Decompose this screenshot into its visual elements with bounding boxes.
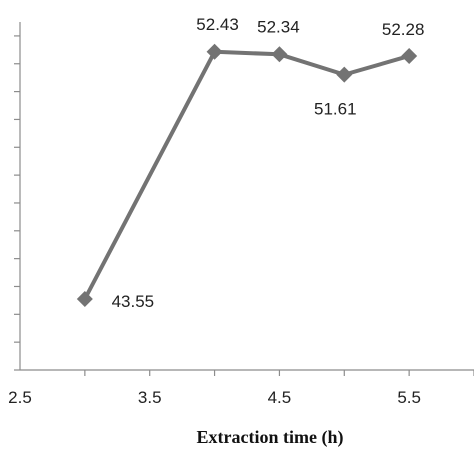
data-label: 52.43 (196, 15, 239, 34)
data-point-marker (401, 47, 418, 64)
series-line (83, 49, 410, 300)
x-axis-title: Extraction time (h) (197, 427, 344, 448)
data-label: 52.28 (382, 20, 425, 39)
x-tick-label: 4.5 (268, 388, 292, 407)
data-label: 51.61 (314, 100, 357, 119)
data-point-marker (336, 66, 353, 83)
data-labels: 43.55 52.43 52.34 51.61 52.28 (112, 15, 425, 311)
data-point-marker (271, 46, 288, 63)
x-axis-tick-labels: 2.5 3.5 4.5 5.5 (8, 388, 421, 407)
y-axis-ticks (14, 35, 20, 371)
x-tick-label: 2.5 (8, 388, 32, 407)
x-tick-label: 5.5 (397, 388, 421, 407)
data-point-marker (76, 291, 93, 308)
data-point-marker (206, 43, 223, 60)
data-label: 43.55 (112, 292, 155, 311)
x-axis-ticks (84, 370, 474, 376)
data-label: 52.34 (257, 17, 300, 36)
series-markers (76, 43, 418, 308)
x-tick-label: 3.5 (138, 388, 162, 407)
